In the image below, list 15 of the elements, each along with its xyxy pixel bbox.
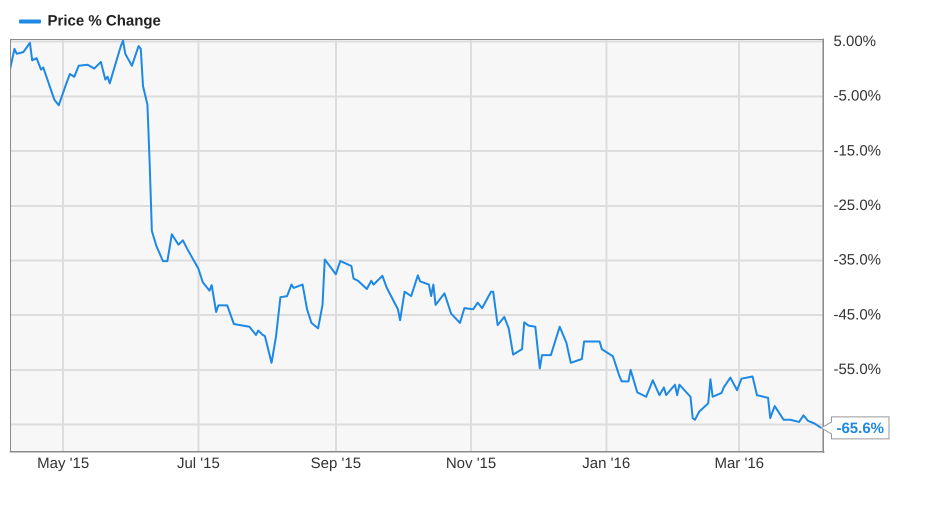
y-tick-label: -5.00% (833, 88, 882, 105)
x-tick-label: Jan '16 (582, 455, 630, 472)
y-tick-label: -25.0% (833, 196, 882, 214)
y-tick-label: -45.0% (833, 306, 882, 324)
y-tick-label: -55.0% (833, 361, 882, 378)
x-tick-label: Nov '15 (446, 455, 496, 472)
y-tick-label: 5.00% (833, 32, 876, 50)
annotation: -65.6% (836, 420, 884, 438)
y-tick-label: -15.0% (833, 142, 882, 160)
x-tick-label: Mar '16 (714, 455, 764, 472)
y-tick-label: -35.0% (833, 252, 882, 269)
x-tick-label: Sep '15 (310, 455, 362, 472)
legend-label: Price % Change (48, 12, 161, 30)
x-tick-label: Jul '15 (176, 455, 220, 472)
x-tick-label: May '15 (37, 455, 90, 472)
